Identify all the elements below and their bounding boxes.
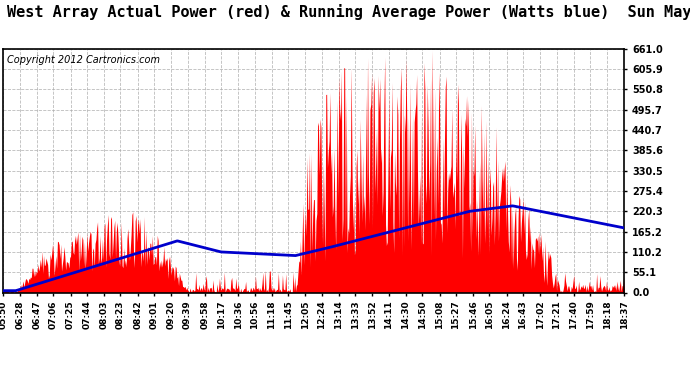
Text: Copyright 2012 Cartronics.com: Copyright 2012 Cartronics.com — [7, 55, 159, 65]
Text: West Array Actual Power (red) & Running Average Power (Watts blue)  Sun May 6 19: West Array Actual Power (red) & Running … — [7, 4, 690, 20]
